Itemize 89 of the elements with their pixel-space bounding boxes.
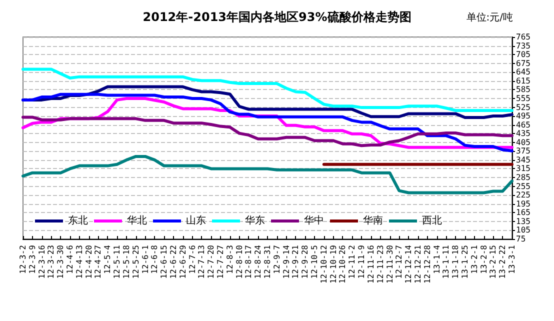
text: 单位:元/吨 [466,12,514,24]
x-tick-label: 12-5-25 [131,244,140,279]
x-tick-label: 12-3-16 [37,244,46,279]
x-tick-label: 12-6-29 [178,244,188,279]
x-tick-label: 12-6-15 [160,244,169,279]
x-tick-label: 12-12-21 [413,244,422,284]
y-tick-label: 195 [516,199,531,208]
x-tick-label: 12-8-24 [254,244,263,279]
x-tick-label: 13-1-25 [460,244,470,279]
x-tick-label: 12-7-13 [197,244,206,279]
y-tick-label: 165 [516,208,531,218]
x-tick-label: 12-3-9 [28,244,37,274]
y-tick-label: 645 [516,68,531,77]
x-tick-label: 12-5-11 [112,244,122,279]
x-tick-label: 13-2-22 [498,244,508,279]
y-tick-label: 675 [516,58,531,68]
legend-label: 东北 [68,214,88,226]
y-tick-label: 225 [516,190,531,200]
x-tick-label: 12-5-18 [122,244,131,279]
x-tick-label: 12-10-5 [310,244,320,279]
x-tick-label: 12-11-9 [357,244,366,279]
x-tick-label: 12-7-27 [216,244,225,279]
y-tick-label: 555 [516,94,531,103]
x-tick-label: 12-3-23 [46,244,56,279]
x-tick-label: 12-12-7 [394,244,404,279]
x-tick-label: 12-4-13 [74,244,84,279]
legend-label: 华南 [363,214,383,226]
y-tick-label: 105 [516,226,531,235]
y-tick-label: 765 [516,32,531,42]
x-tick-label: 12-8-31 [263,244,272,279]
x-tick-label: 12-11-2 [348,244,357,279]
y-tick-label: 435 [516,129,531,138]
x-tick-label: 12-12-28 [422,244,432,284]
x-tick-label: 12-9-7 [272,244,282,274]
x-tick-label: 12-4-20 [84,244,94,279]
y-tick-label: 315 [516,164,531,174]
x-tick-label: 12-4-6 [66,244,75,274]
y-tick-label: 285 [516,173,531,182]
x-tick-label: 12-11-16 [366,244,376,284]
x-tick-label: 12-10-12 [319,244,328,284]
x-tick-label: 13-2-1 [470,244,479,274]
x-tick-label: 12-6-22 [168,244,178,279]
y-tick-label: 465 [516,120,531,130]
legend-label: 西北 [422,214,442,226]
y-tick-label: 705 [516,50,531,60]
x-tick-label: 12-6-1 [140,244,150,274]
y-tick-label: 735 [516,41,531,50]
x-tick-label: 12-7-20 [206,244,216,279]
x-tick-label: 12-8-17 [244,244,254,279]
legend-label: 山东 [186,214,206,226]
y-tick-label: 585 [516,85,531,94]
x-tick-label: 12-4-27 [94,244,103,279]
x-tick-label: 12-11-30 [385,244,394,284]
legend-label: 华中 [304,214,324,226]
x-tick-label: 13-1-18 [451,244,460,279]
y-tick-label: 615 [516,76,531,86]
x-tick-label: 12-5-4 [103,244,112,274]
x-tick-label: 12-7-6 [188,244,197,274]
x-tick-label: 12-8-3 [225,244,234,274]
line-series [22,116,514,148]
x-tick-label: 12-9-14 [282,244,291,279]
y-tick-label: 135 [516,216,531,226]
chart-title: 2012年-2013年国内各地区93%硫酸价格走势图 [142,10,412,24]
x-tick-label: 13-1-4 [432,244,442,274]
x-tick-label: 12-9-21 [291,244,300,279]
x-tick-label: 12-8-10 [234,244,244,279]
x-tick-label: 13-2-15 [488,244,498,279]
y-tick-label: 255 [516,182,531,191]
x-tick-label: 12-6-8 [150,244,160,274]
y-tick-label: 405 [516,138,531,147]
line-series [22,68,514,112]
y-tick-label: 495 [516,112,531,121]
x-tick-label: 12-3-30 [56,244,66,279]
x-tick-label: 12-11-23 [376,244,385,284]
line-series [22,154,514,194]
x-tick-label: 12-10-19 [328,244,338,284]
x-tick-label: 13-3-1 [508,244,516,274]
y-tick-label: 525 [516,102,531,112]
x-tick-label: 12-10-26 [338,244,348,284]
x-tick-label: 13-2-8 [479,244,488,274]
x-tick-label: 12-3-2 [18,244,28,274]
x-tick-label: 12-12-14 [404,244,414,284]
legend-label: 华东 [245,214,265,226]
legend-label: 华北 [127,214,147,226]
y-tick-label: 345 [516,155,531,164]
y-tick-label: 375 [516,146,531,156]
x-tick-label: 13-1-11 [442,244,451,279]
x-tick-label: 12-9-28 [300,244,310,279]
y-tick-label: 75 [516,234,526,244]
